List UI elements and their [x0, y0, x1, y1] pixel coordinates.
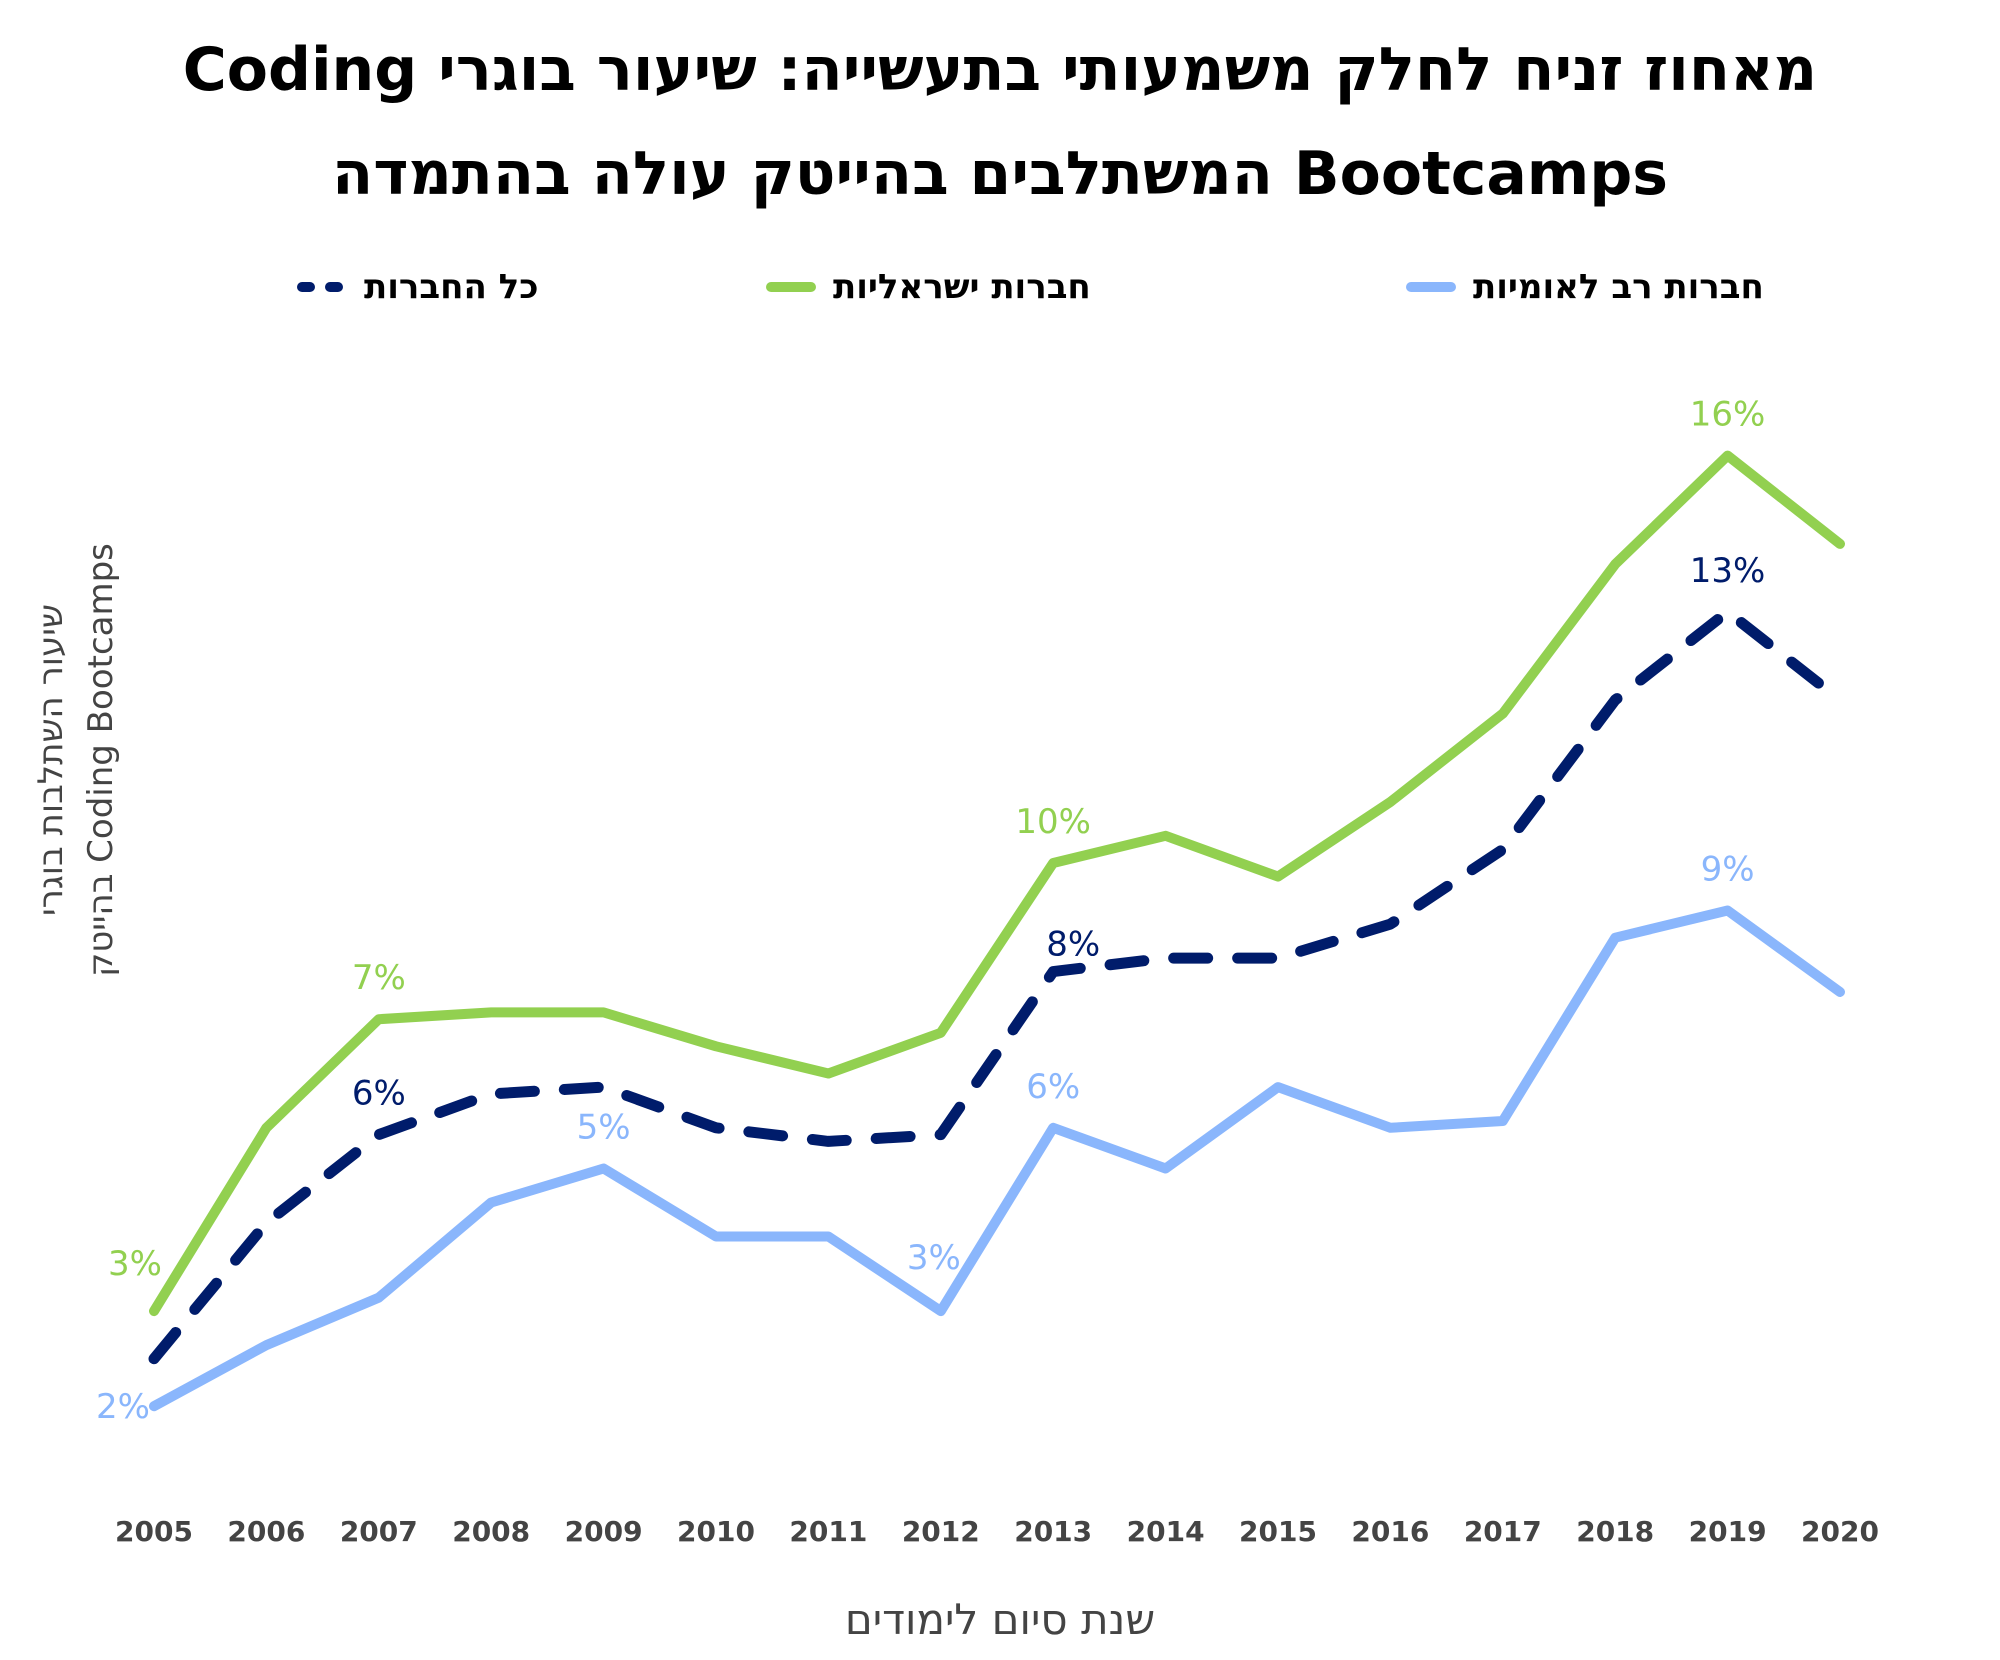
x-tick-label: 2006 — [227, 1515, 305, 1548]
x-tick-label: 2011 — [789, 1515, 867, 1548]
data-label-all: 6% — [352, 1074, 406, 1114]
legend-swatch-all — [297, 282, 347, 292]
data-label-israeli: 16% — [1690, 395, 1766, 435]
data-labels: 2% 5% 3% 6% 9% 3% 7% 10% 16% 6% 8% 13% — [96, 395, 1765, 1428]
x-axis-ticks: 2005 2006 2007 2008 2009 2010 2011 2012 2013 2014… — [115, 1515, 1879, 1548]
x-tick-label: 2012 — [902, 1515, 980, 1548]
data-label-israeli: 10% — [1015, 802, 1091, 842]
x-tick-label: 2020 — [1801, 1515, 1879, 1548]
data-label-multinational: 9% — [1701, 850, 1755, 890]
data-label-multinational: 2% — [96, 1387, 150, 1427]
x-tick-label: 2014 — [1127, 1515, 1205, 1548]
chart-title: מאחוז זניח לחלק משמעותי בתעשייה: שיעור ב… — [0, 18, 2000, 226]
x-tick-label: 2017 — [1464, 1515, 1542, 1548]
series-line-multinational — [149, 905, 1845, 1412]
data-label-multinational: 3% — [907, 1238, 961, 1278]
x-tick-label: 2016 — [1351, 1515, 1429, 1548]
series-line-israeli — [149, 450, 1845, 1317]
legend-label-all: כל החברות — [364, 267, 539, 307]
x-tick-label: 2008 — [452, 1515, 530, 1548]
data-label-all: 13% — [1690, 551, 1766, 591]
series-lines — [148, 450, 1846, 1412]
legend-swatch-israeli — [766, 282, 816, 292]
legend-label-israeli: חברות ישראליות — [833, 267, 1091, 307]
legend-label-multinational: חברות רב לאומיות — [1473, 267, 1764, 307]
series-line-all — [148, 606, 1846, 1365]
x-tick-label: 2019 — [1689, 1515, 1767, 1548]
legend-item-multinational: חברות רב לאומיות — [1405, 262, 1764, 312]
chart-title-line-1: מאחוז זניח לחלק משמעותי בתעשייה: שיעור ב… — [182, 35, 1818, 105]
legend-item-israeli: חברות ישראליות — [765, 262, 1091, 312]
x-tick-label: 2007 — [340, 1515, 418, 1548]
legend: חברות רב לאומיות חברות ישראליות כל החברו… — [0, 262, 2000, 312]
x-tick-label: 2005 — [115, 1515, 193, 1548]
data-label-israeli: 7% — [352, 958, 406, 998]
data-label-all: 8% — [1046, 925, 1100, 965]
x-tick-label: 2015 — [1239, 1515, 1317, 1548]
data-label-multinational: 5% — [577, 1108, 631, 1148]
chart-title-line-2: Bootcamps המשתלבים בהייטק עולה בהתמדה — [332, 139, 1668, 209]
x-axis-label: שנת סיום לימודים — [844, 1595, 1156, 1644]
legend-item-all: כל החברות — [296, 262, 538, 312]
x-tick-label: 2009 — [565, 1515, 643, 1548]
x-tick-label: 2010 — [677, 1515, 755, 1548]
data-label-israeli: 3% — [108, 1244, 162, 1284]
x-tick-label: 2018 — [1576, 1515, 1654, 1548]
data-label-multinational: 6% — [1026, 1067, 1080, 1107]
legend-swatch-multinational — [1406, 282, 1456, 292]
x-tick-label: 2013 — [1014, 1515, 1092, 1548]
